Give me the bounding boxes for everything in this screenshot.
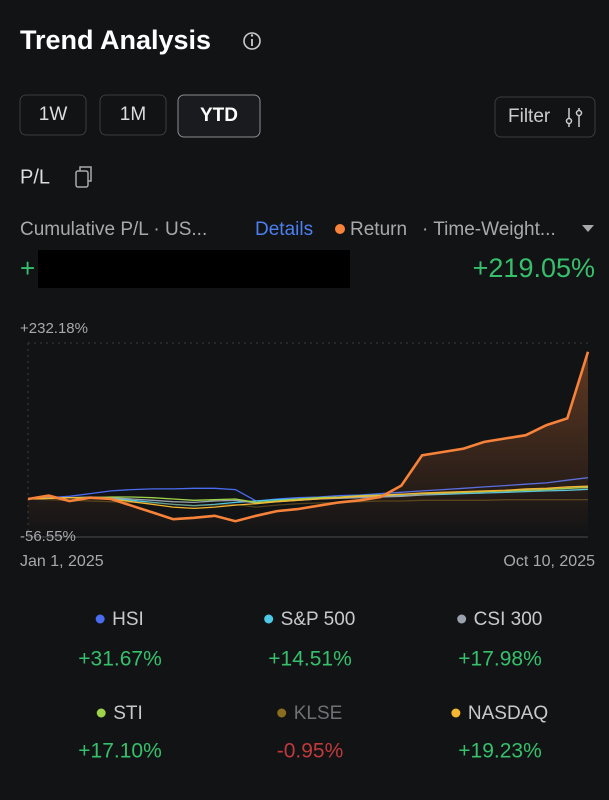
- filter-button[interactable]: [494, 96, 596, 138]
- legend-dot: [277, 708, 287, 718]
- copy-icon[interactable]: [75, 166, 92, 188]
- x-tick-label: Oct 10, 2025: [503, 553, 595, 570]
- legend-name: CSI 300: [474, 609, 543, 630]
- legend-value: +14.51%: [268, 648, 352, 671]
- legend-value: +17.98%: [458, 648, 542, 671]
- section-label: P/L: [20, 166, 50, 188]
- x-tick-label: Jan 1, 2025: [20, 553, 104, 570]
- legend-value: -0.95%: [277, 740, 344, 763]
- legend-value: +19.23%: [458, 740, 542, 763]
- filter-icon: [565, 108, 583, 127]
- y-tick-label: +232.18%: [20, 320, 88, 337]
- period-button[interactable]: [99, 94, 167, 136]
- legend-name: HSI: [112, 609, 144, 630]
- mode-selector[interactable]: · Time-Weight...: [422, 219, 556, 240]
- legend-dot: [457, 614, 467, 624]
- period-label[interactable]: YTD: [200, 105, 238, 126]
- legend-name: NASDAQ: [468, 703, 548, 724]
- info-icon[interactable]: [243, 32, 261, 50]
- period-label[interactable]: 1W: [39, 104, 68, 125]
- series-line: [27, 351, 590, 523]
- title: Trend Analysis: [20, 25, 211, 55]
- return-dot: [335, 224, 345, 234]
- legend-dot: [451, 708, 461, 718]
- legend-value: +17.10%: [78, 740, 162, 763]
- period-button[interactable]: [19, 94, 87, 136]
- redacted-amount: [38, 250, 350, 288]
- legend-name: KLSE: [294, 703, 343, 724]
- return-area: [28, 351, 588, 537]
- pl-sign: +: [20, 253, 35, 283]
- legend-dot: [264, 614, 274, 624]
- legend-dot: [96, 708, 106, 718]
- legend-name: STI: [113, 703, 143, 724]
- return-total: +219.05%: [473, 253, 595, 283]
- legend-value: +31.67%: [78, 648, 162, 671]
- legend-name: S&P 500: [281, 609, 356, 630]
- legend: HSI +31.67% S&P 500 +14.51% CSI 300 +17.98% ST…: [78, 609, 548, 763]
- period-label[interactable]: 1M: [120, 104, 146, 125]
- period-button-active[interactable]: [177, 94, 261, 138]
- metric-selector[interactable]: Cumulative P/L · US...: [20, 219, 207, 240]
- legend-dot: [95, 614, 105, 624]
- filter-label[interactable]: Filter: [508, 106, 551, 127]
- dropdown-arrow[interactable]: [582, 225, 594, 232]
- details-link[interactable]: Details: [255, 219, 313, 240]
- return-legend: Return: [350, 219, 407, 240]
